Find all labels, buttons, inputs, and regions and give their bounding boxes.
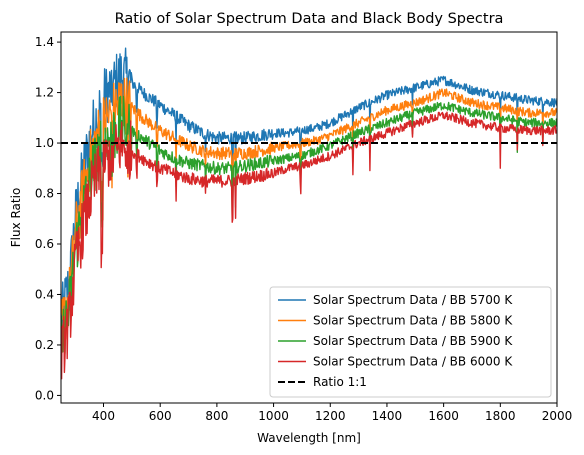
- x-tick-label: 1600: [428, 409, 459, 423]
- y-tick-label: 0.0: [35, 388, 54, 402]
- series-line-3: [61, 111, 557, 380]
- x-tick-label: 600: [149, 409, 172, 423]
- plot-frame: [60, 31, 558, 404]
- legend-label: Solar Spectrum Data / BB 5800 K: [313, 314, 513, 328]
- series-line-0: [61, 47, 557, 330]
- x-tick-label: 1800: [485, 409, 516, 423]
- y-tick-label: 1.2: [35, 86, 54, 100]
- legend-label: Solar Spectrum Data / BB 5900 K: [313, 334, 513, 348]
- x-tick-label: 400: [92, 409, 115, 423]
- y-tick-label: 0.6: [35, 237, 54, 251]
- legend-label: Solar Spectrum Data / BB 6000 K: [313, 355, 513, 369]
- y-tick-label: 1.0: [35, 136, 54, 150]
- y-tick-label: 0.4: [35, 287, 54, 301]
- x-tick-label: 1200: [315, 409, 346, 423]
- series-line-1: [61, 77, 557, 340]
- x-tick-label: 2000: [542, 409, 573, 423]
- legend-box: [269, 286, 552, 398]
- x-tick-label: 1400: [372, 409, 403, 423]
- legend-label: Ratio 1:1: [313, 375, 367, 389]
- x-axis-label: Wavelength [nm]: [257, 431, 361, 445]
- x-axis: 400 600 800 1000 1200 1400 1600 1800 2000: [92, 403, 572, 423]
- plot-area: [61, 47, 557, 380]
- y-tick-label: 0.2: [35, 338, 54, 352]
- chart-title: Ratio of Solar Spectrum Data and Black B…: [115, 11, 504, 27]
- y-tick-label: 1.4: [35, 35, 54, 49]
- y-axis-label: Flux Ratio: [9, 188, 23, 248]
- legend: Solar Spectrum Data / BB 5700 K Solar Spe…: [269, 286, 552, 398]
- x-tick-label: 1000: [258, 409, 289, 423]
- y-tick-label: 0.8: [35, 187, 54, 201]
- x-tick-label: 800: [205, 409, 228, 423]
- y-axis: 0.0 0.2 0.4 0.6 0.8 1.0 1.2 1.4: [35, 35, 61, 402]
- legend-label: Solar Spectrum Data / BB 5700 K: [313, 293, 513, 307]
